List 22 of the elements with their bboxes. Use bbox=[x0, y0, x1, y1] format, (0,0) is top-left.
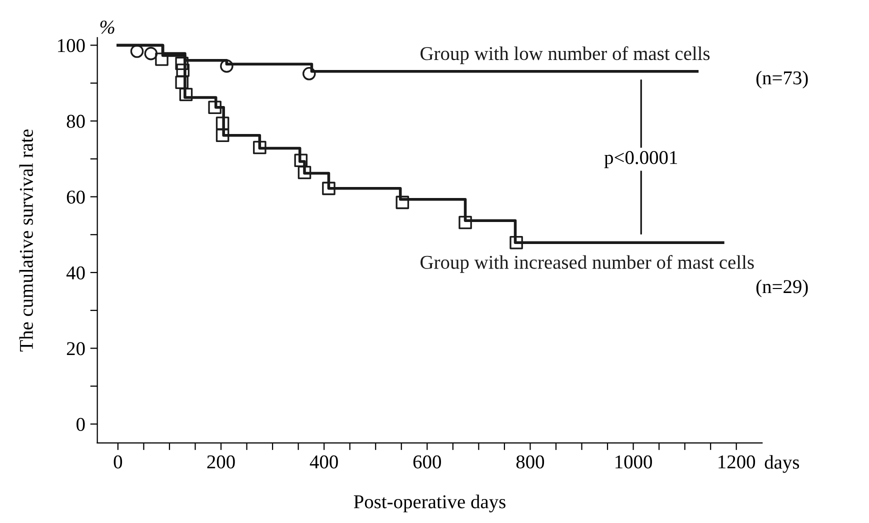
x-tick-label: 400 bbox=[310, 455, 338, 468]
x-tick-label: 1000 bbox=[616, 455, 652, 468]
y-tick-label: 100 bbox=[58, 39, 85, 52]
annotation: (n=73) bbox=[756, 70, 808, 88]
y-axis-title: The cumulative survival rate bbox=[19, 130, 33, 352]
x-tick-label: 1200 bbox=[718, 455, 756, 468]
x-tick-label: 200 bbox=[207, 455, 235, 468]
x-tick-label: 800 bbox=[516, 455, 544, 468]
y-tick-label: 0 bbox=[76, 418, 85, 431]
annotation: (n=29) bbox=[756, 280, 808, 298]
x-axis-title: Post-operative days bbox=[354, 494, 506, 512]
y-tick-label: 80 bbox=[66, 114, 85, 128]
x-tick-label: 0 bbox=[114, 455, 122, 468]
text: % bbox=[100, 20, 114, 34]
series-label: Group with low number of mast cells bbox=[420, 46, 710, 64]
text: days bbox=[764, 455, 800, 473]
annotation: p<0.0001 bbox=[604, 151, 678, 168]
x-tick-label: 600 bbox=[413, 455, 441, 468]
y-tick-label: 40 bbox=[66, 266, 85, 280]
y-tick-label: 20 bbox=[66, 342, 85, 356]
series-label: Group with increased number of mast cells bbox=[420, 255, 754, 273]
y-tick-label: 60 bbox=[66, 190, 85, 204]
